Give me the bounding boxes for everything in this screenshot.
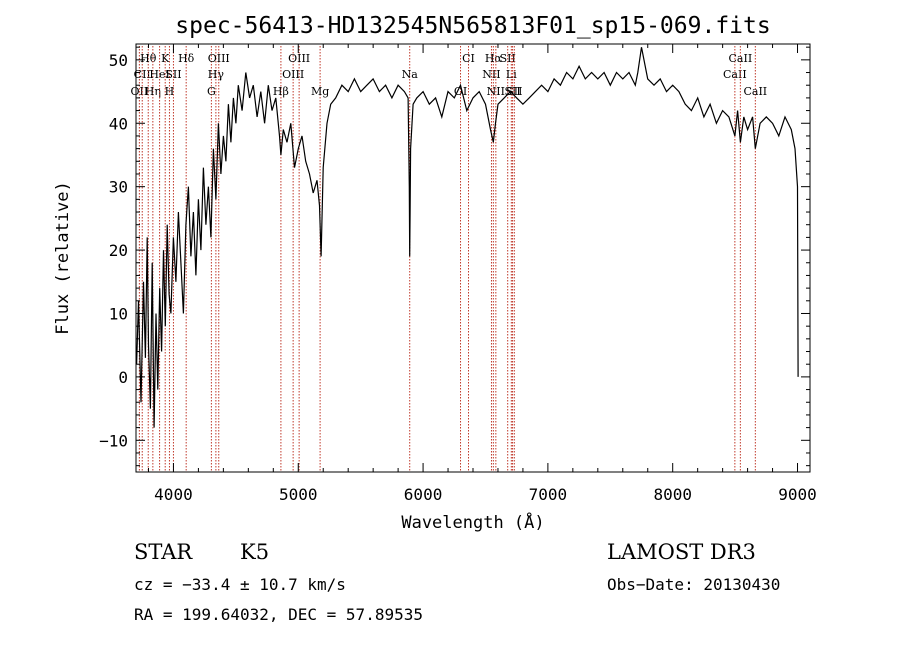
survey-label: LAMOST DR3 bbox=[607, 540, 756, 564]
y-tick-label: 30 bbox=[109, 178, 128, 197]
line-marker-label: HeI bbox=[149, 68, 169, 81]
chart-title: spec-56413-HD132545N565813F01_sp15-069.f… bbox=[175, 13, 770, 39]
x-tick-label: 9000 bbox=[778, 485, 817, 504]
line-marker-label: Hη bbox=[145, 85, 161, 98]
line-marker-label: H bbox=[165, 85, 175, 98]
line-marker-label: K bbox=[161, 52, 170, 65]
line-marker-label: Na bbox=[402, 68, 419, 81]
class-label: STAR bbox=[134, 540, 193, 564]
line-marker-label: SII bbox=[504, 85, 520, 98]
plot-area: OII CII Hθ Hη HeI K H SII Hδ G Hγ OIII Hβ OIII OIII Mg N… bbox=[99, 44, 817, 504]
line-marker-label: NII bbox=[482, 68, 500, 81]
y-tick-label: −10 bbox=[99, 431, 128, 450]
line-marker-label: SII bbox=[500, 52, 516, 65]
line-marker-label: SII bbox=[506, 85, 522, 98]
x-tick-label: 4000 bbox=[154, 485, 193, 504]
line-marker-label: OI bbox=[454, 85, 467, 98]
line-marker-label: Li bbox=[506, 68, 517, 81]
line-marker-label: CII bbox=[134, 68, 151, 81]
y-tick-label: 0 bbox=[118, 368, 128, 387]
line-marker-label: Hδ bbox=[178, 52, 195, 65]
line-marker-label: CI bbox=[462, 52, 475, 65]
coordinates-text: RA = 199.64032, DEC = 57.89535 bbox=[134, 605, 423, 624]
redshift-text: cz = −33.4 ± 10.7 km/s bbox=[134, 575, 346, 594]
line-marker-label: Hθ bbox=[140, 52, 157, 65]
x-tick-label: 5000 bbox=[279, 485, 318, 504]
line-marker-label: OIII bbox=[288, 52, 310, 65]
spectrum-line bbox=[136, 47, 799, 428]
subclass-label: K5 bbox=[240, 540, 269, 564]
y-tick-label: 10 bbox=[109, 304, 128, 323]
y-axis-label: Flux (relative) bbox=[53, 181, 73, 335]
x-axis-label: Wavelength (Å) bbox=[401, 511, 544, 533]
line-marker-label: SII bbox=[165, 68, 181, 81]
line-marker-label: CaII bbox=[729, 52, 753, 65]
line-marker-label: Hα bbox=[485, 52, 503, 65]
y-tick-label: 20 bbox=[109, 241, 128, 260]
line-marker-label: OIII bbox=[282, 68, 304, 81]
plot-frame bbox=[135, 43, 811, 473]
x-tick-label: 7000 bbox=[529, 485, 568, 504]
x-tick-label: 6000 bbox=[404, 485, 443, 504]
obs-date-text: Obs−Date: 20130430 bbox=[607, 575, 780, 594]
line-marker-label: NII bbox=[487, 85, 505, 98]
line-marker-label: Mg bbox=[311, 85, 329, 98]
y-tick-label: 50 bbox=[109, 51, 128, 70]
line-marker-label: Hγ bbox=[208, 68, 225, 81]
line-marker-label: OIII bbox=[208, 52, 230, 65]
line-marker-label: OII bbox=[131, 85, 149, 98]
line-marker-label: G bbox=[207, 85, 216, 98]
y-tick-label: 40 bbox=[109, 114, 128, 133]
line-marker-label: CaII bbox=[743, 85, 767, 98]
line-marker-label: CaII bbox=[723, 68, 747, 81]
line-marker-label: Hβ bbox=[273, 85, 289, 98]
x-tick-label: 8000 bbox=[653, 485, 692, 504]
